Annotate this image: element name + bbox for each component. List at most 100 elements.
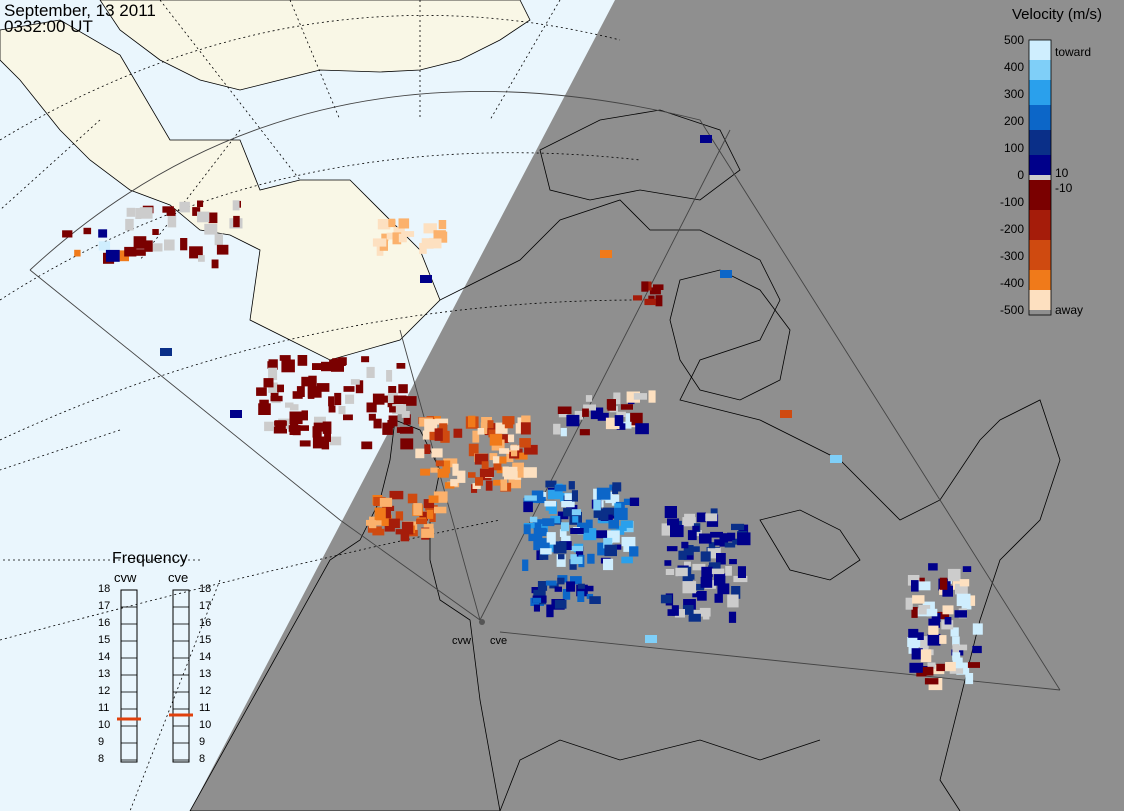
velocity-cell: [424, 419, 438, 432]
velocity-cell: [387, 505, 395, 511]
velocity-cell: [681, 541, 689, 549]
velocity-cell: [420, 468, 430, 476]
velocity-cell: [402, 521, 414, 535]
velocity-cell: [584, 585, 594, 592]
velocity-cell: [431, 448, 443, 458]
velocity-cell: [684, 513, 696, 525]
frequency-tick-left: 15: [98, 634, 111, 646]
velocity-cell: [576, 584, 588, 597]
velocity-cell: [270, 395, 283, 402]
velocity-cell: [517, 468, 527, 478]
velocity-cell: [546, 604, 554, 618]
velocity-cell: [521, 415, 531, 425]
velocity-cell: [713, 573, 726, 586]
velocity-cell: [381, 233, 389, 242]
velocity-cell: [616, 525, 627, 531]
velocity-cell: [528, 533, 543, 542]
velocity-cell: [126, 207, 136, 217]
velocity-cell: [279, 355, 291, 361]
velocity-cell: [633, 393, 647, 400]
velocity-cell: [162, 206, 174, 213]
velocity-cell: [343, 414, 353, 421]
velocity-cell: [62, 230, 73, 238]
velocity-cell: [917, 581, 931, 591]
velocity-cell: [74, 249, 81, 257]
velocity-cell: [216, 244, 229, 255]
colorbar-tick-label: -400: [999, 276, 1024, 290]
velocity-cell: [439, 423, 448, 437]
velocity-cell: [98, 229, 108, 238]
velocity-cell: [322, 421, 332, 434]
velocity-cell: [308, 375, 317, 387]
velocity-cell: [912, 595, 925, 604]
velocity-cell: [421, 528, 435, 538]
velocity-cell: [329, 436, 342, 446]
colorbar-tick-label: 300: [1003, 87, 1024, 101]
frequency-tick-left: 18: [98, 583, 111, 595]
velocity-cell: [343, 386, 355, 392]
velocity-cell: [547, 489, 561, 500]
velocity-cell: [105, 249, 120, 262]
velocity-cell: [684, 574, 695, 580]
velocity-cell: [420, 275, 432, 283]
velocity-cell: [557, 577, 565, 585]
frequency-tick-left: 10: [98, 719, 111, 731]
velocity-cell: [728, 611, 737, 623]
velocity-cell: [911, 607, 918, 618]
velocity-cell: [931, 612, 941, 622]
velocity-cell: [611, 494, 620, 506]
velocity-cell: [908, 640, 919, 654]
velocity-cell: [593, 499, 601, 511]
velocity-cell: [398, 384, 408, 394]
velocity-cell: [595, 530, 607, 539]
velocity-cell: [296, 386, 305, 397]
velocity-cell: [952, 655, 959, 661]
velocity-cell: [482, 467, 494, 477]
date-label: September, 13 2011: [4, 1, 156, 20]
velocity-cell: [275, 420, 286, 433]
velocity-cell: [500, 479, 508, 491]
velocity-cell: [572, 516, 579, 523]
velocity-cell: [139, 207, 153, 219]
velocity-cell: [671, 605, 679, 616]
velocity-cell: [267, 361, 275, 369]
velocity-cell: [649, 287, 661, 295]
velocity-cell: [135, 249, 146, 256]
colorbar-tick-label: -100: [999, 195, 1024, 209]
velocity-cell: [415, 448, 425, 459]
velocity-cell: [614, 544, 622, 550]
velocity-cell: [553, 541, 567, 554]
velocity-cell: [299, 440, 311, 447]
velocity-cell: [434, 506, 447, 514]
frequency-tick-right: 18: [199, 583, 212, 595]
velocity-cell: [600, 250, 612, 258]
radar-name-cvw: cvw: [114, 570, 137, 585]
velocity-cell: [936, 611, 950, 619]
velocity-cell: [336, 359, 346, 366]
velocity-cell: [710, 531, 723, 538]
velocity-cell: [674, 609, 685, 618]
velocity-cell: [725, 566, 732, 576]
velocity-cell: [388, 518, 400, 529]
radar-site-marker: [479, 619, 485, 625]
velocity-cell: [403, 396, 417, 406]
mexico-coast: [499, 739, 821, 811]
velocity-cell: [533, 604, 540, 612]
velocity-cell: [583, 404, 596, 411]
velocity-cell: [233, 215, 240, 228]
velocity-cell: [603, 537, 613, 549]
velocity-cell: [707, 547, 721, 559]
velocity-cell: [660, 594, 672, 604]
velocity-cell: [331, 362, 344, 372]
frequency-tick-left: 16: [98, 617, 111, 629]
velocity-cell: [297, 355, 308, 366]
velocity-cell: [570, 545, 583, 552]
velocity-cell: [314, 416, 326, 424]
velocity-cell: [633, 295, 643, 301]
velocity-cell: [620, 404, 633, 410]
velocity-cell: [544, 501, 557, 507]
velocity-cell: [678, 550, 687, 560]
velocity-cell: [939, 577, 948, 590]
colorbar-title: Velocity (m/s): [1012, 6, 1103, 23]
